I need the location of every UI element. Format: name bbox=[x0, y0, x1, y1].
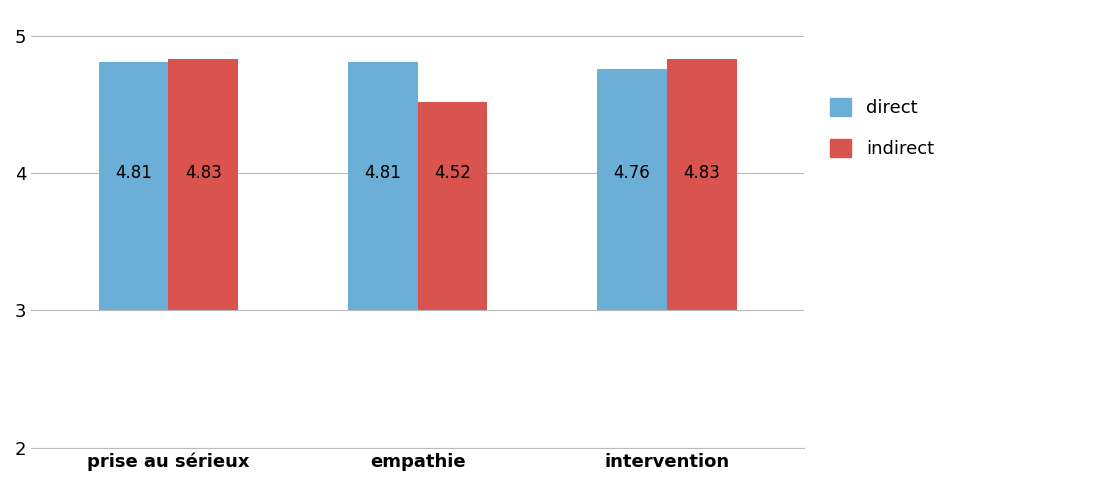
Text: 4.52: 4.52 bbox=[434, 164, 471, 182]
Bar bbox=[667, 59, 737, 310]
Text: 4.81: 4.81 bbox=[115, 164, 152, 182]
Text: 4.83: 4.83 bbox=[683, 164, 720, 182]
Bar bbox=[98, 62, 168, 310]
Legend: direct, indirect: direct, indirect bbox=[821, 89, 943, 167]
Text: 4.81: 4.81 bbox=[365, 164, 401, 182]
Text: 4.76: 4.76 bbox=[613, 164, 650, 182]
Bar bbox=[418, 102, 487, 310]
Bar bbox=[348, 62, 418, 310]
Text: 4.83: 4.83 bbox=[185, 164, 222, 182]
Bar bbox=[168, 59, 239, 310]
Bar bbox=[598, 69, 667, 310]
